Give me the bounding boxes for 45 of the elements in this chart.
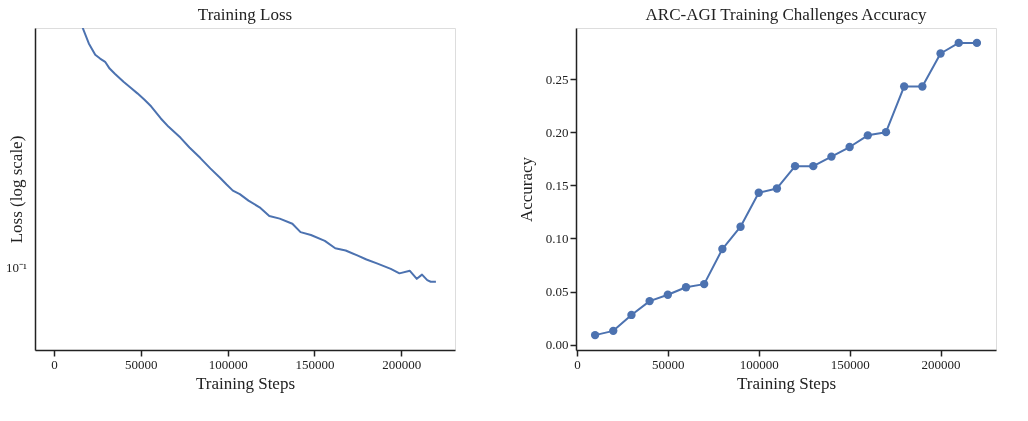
point <box>754 188 763 197</box>
point <box>790 161 800 171</box>
x-tick-label: 200000 <box>382 356 422 372</box>
point <box>863 131 872 140</box>
point <box>827 152 836 161</box>
point <box>627 310 636 320</box>
point <box>700 279 709 289</box>
y-axis-title: Loss (log scale) <box>6 135 26 244</box>
point <box>609 326 618 336</box>
x-tick-label: 150000 <box>830 356 870 372</box>
chart-title: Training Loss <box>197 5 293 24</box>
point <box>845 142 854 152</box>
point <box>718 244 727 254</box>
point <box>936 49 945 58</box>
x-tick-label: 50000 <box>652 356 685 372</box>
y-tick-label: 0.20 <box>545 124 569 140</box>
point <box>663 290 672 299</box>
point <box>881 127 891 137</box>
x-tick-label: 50000 <box>125 356 158 372</box>
text: 10⁻¹ <box>6 260 28 275</box>
x-tick-label: 0 <box>51 356 58 372</box>
point <box>736 222 745 231</box>
chart-title: ARC-AGI Training Challenges Accuracy <box>645 5 927 24</box>
y-axis-title: Accuracy <box>516 156 536 223</box>
x-tick-label: 100000 <box>739 356 779 372</box>
x-tick-label: 100000 <box>208 356 248 372</box>
point <box>809 161 818 171</box>
point <box>645 296 654 306</box>
y-tick-label: 0.00 <box>545 337 569 353</box>
x-tick-label: 200000 <box>921 356 961 372</box>
point <box>590 330 600 340</box>
y-tick-label: 0.10 <box>545 230 569 246</box>
point <box>918 82 927 91</box>
point <box>954 38 963 48</box>
y-tick-label: 0.05 <box>545 284 569 300</box>
x-tick-label: 150000 <box>295 356 335 372</box>
point <box>681 283 691 292</box>
point <box>900 82 909 91</box>
y-tick-label: 0.15 <box>545 177 569 193</box>
y-tick-label: 0.25 <box>545 71 569 87</box>
x-tick-label: 0 <box>574 356 581 372</box>
x-axis-title: Training Steps <box>736 373 837 393</box>
point <box>772 184 782 193</box>
point <box>972 38 982 48</box>
x-axis-title: Training Steps <box>195 373 296 393</box>
